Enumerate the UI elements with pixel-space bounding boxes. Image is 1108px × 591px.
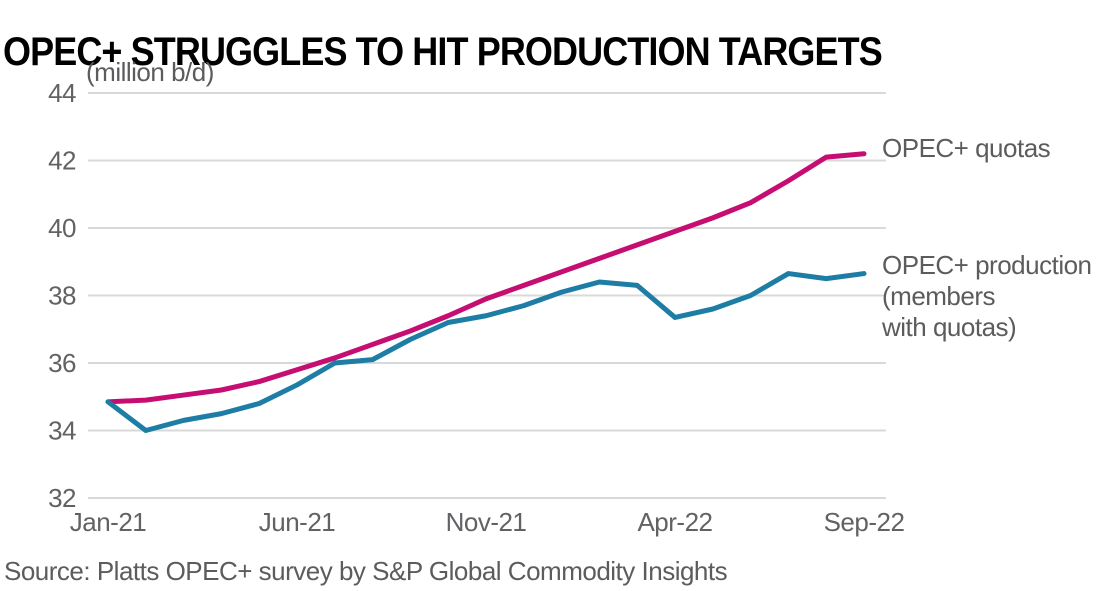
- x-tick-label: Jun-21: [259, 507, 336, 537]
- y-tick-label: 42: [48, 146, 76, 176]
- x-tick-label: Sep-22: [824, 507, 905, 537]
- y-tick-label: 44: [48, 78, 76, 108]
- x-tick-label: Jan-21: [70, 507, 147, 537]
- legend-quotas-label: OPEC+ quotas: [882, 133, 1051, 163]
- production-series-line: [105, 271, 867, 433]
- y-tick-label: 40: [48, 213, 76, 243]
- source-attribution: Source: Platts OPEC+ survey by S&P Globa…: [4, 556, 728, 586]
- chart-title: OPEC+ STRUGGLES TO HIT PRODUCTION TARGET…: [3, 29, 883, 74]
- y-tick-label: 32: [48, 483, 76, 513]
- legend-production-label: OPEC+ production (members with quotas): [882, 250, 1092, 342]
- y-tick-label: 38: [48, 281, 76, 311]
- y-tick-label: 36: [48, 348, 76, 378]
- y-tick-label: 34: [48, 416, 76, 446]
- quotas-series-line: [105, 151, 867, 405]
- y-axis-unit-label: (million b/d): [86, 57, 214, 87]
- x-tick-label: Nov-21: [446, 507, 527, 537]
- x-tick-label: Apr-22: [637, 507, 712, 537]
